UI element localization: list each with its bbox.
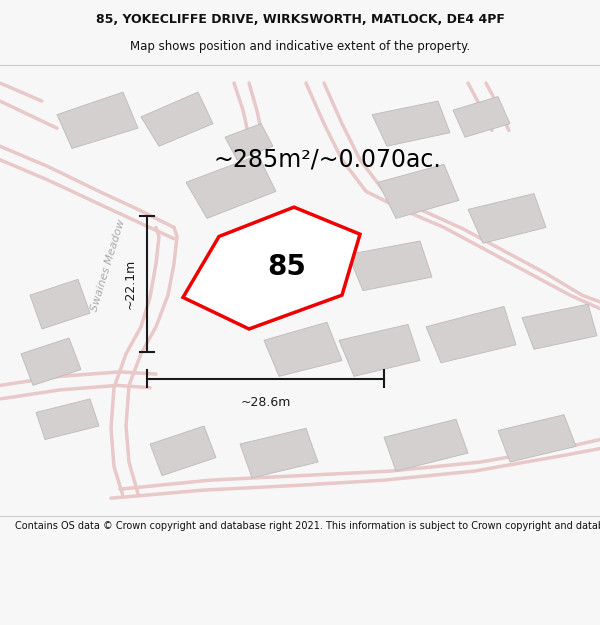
- Polygon shape: [468, 194, 546, 243]
- Polygon shape: [240, 428, 318, 478]
- Text: Contains OS data © Crown copyright and database right 2021. This information is : Contains OS data © Crown copyright and d…: [15, 521, 600, 531]
- Text: Map shows position and indicative extent of the property.: Map shows position and indicative extent…: [130, 40, 470, 53]
- Polygon shape: [453, 97, 510, 138]
- Text: 85, YOKECLIFFE DRIVE, WIRKSWORTH, MATLOCK, DE4 4PF: 85, YOKECLIFFE DRIVE, WIRKSWORTH, MATLOC…: [95, 13, 505, 26]
- Polygon shape: [57, 92, 138, 149]
- Text: ~22.1m: ~22.1m: [123, 259, 136, 309]
- Text: Swaines Meadow: Swaines Meadow: [89, 219, 127, 313]
- Polygon shape: [225, 124, 273, 160]
- Polygon shape: [264, 322, 342, 376]
- Polygon shape: [522, 304, 597, 349]
- Polygon shape: [339, 324, 420, 376]
- Polygon shape: [186, 155, 276, 218]
- Polygon shape: [36, 399, 99, 439]
- Text: 85: 85: [267, 253, 306, 281]
- Polygon shape: [141, 92, 213, 146]
- Polygon shape: [426, 306, 516, 363]
- Polygon shape: [30, 279, 90, 329]
- Polygon shape: [372, 101, 450, 146]
- Text: ~28.6m: ~28.6m: [241, 396, 290, 409]
- Polygon shape: [384, 419, 468, 471]
- Text: ~285m²/~0.070ac.: ~285m²/~0.070ac.: [213, 148, 441, 172]
- Polygon shape: [378, 164, 459, 218]
- Polygon shape: [21, 338, 81, 386]
- Polygon shape: [150, 426, 216, 476]
- Polygon shape: [348, 241, 432, 291]
- Polygon shape: [498, 415, 576, 462]
- Polygon shape: [183, 207, 360, 329]
